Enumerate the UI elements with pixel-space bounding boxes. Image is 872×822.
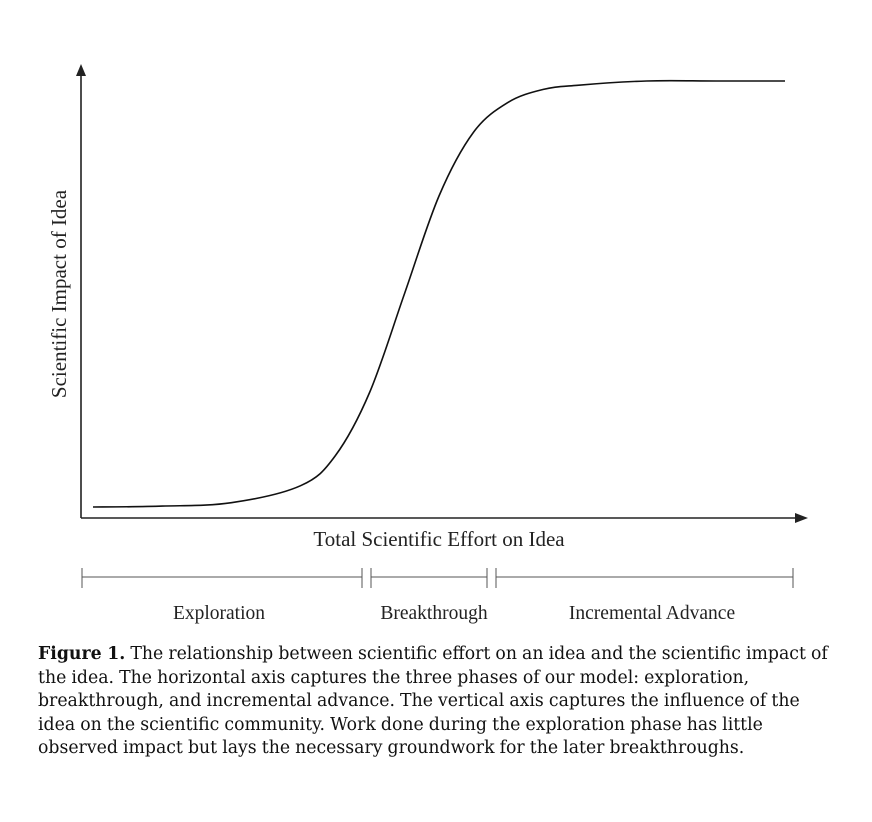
figure-chart: Total Scientific Effort on Idea Scientif… xyxy=(47,64,808,624)
y-axis-arrow xyxy=(76,64,86,76)
phase-label-breakthrough: Breakthrough xyxy=(380,603,487,624)
phase-timeline xyxy=(81,568,794,588)
phase-label-exploration: Exploration xyxy=(173,603,265,624)
figure-caption-label: Figure 1. xyxy=(38,644,126,664)
figure-caption-text: The relationship between scientific effo… xyxy=(38,644,828,759)
s-curve-line xyxy=(92,79,785,508)
phase-label-incremental-advance: Incremental Advance xyxy=(569,603,735,624)
y-axis-label: Scientific Impact of Idea xyxy=(47,189,71,398)
figure-caption: Figure 1. The relationship between scien… xyxy=(38,643,838,761)
x-axis-arrow xyxy=(795,513,808,523)
x-axis-label: Total Scientific Effort on Idea xyxy=(313,527,565,551)
